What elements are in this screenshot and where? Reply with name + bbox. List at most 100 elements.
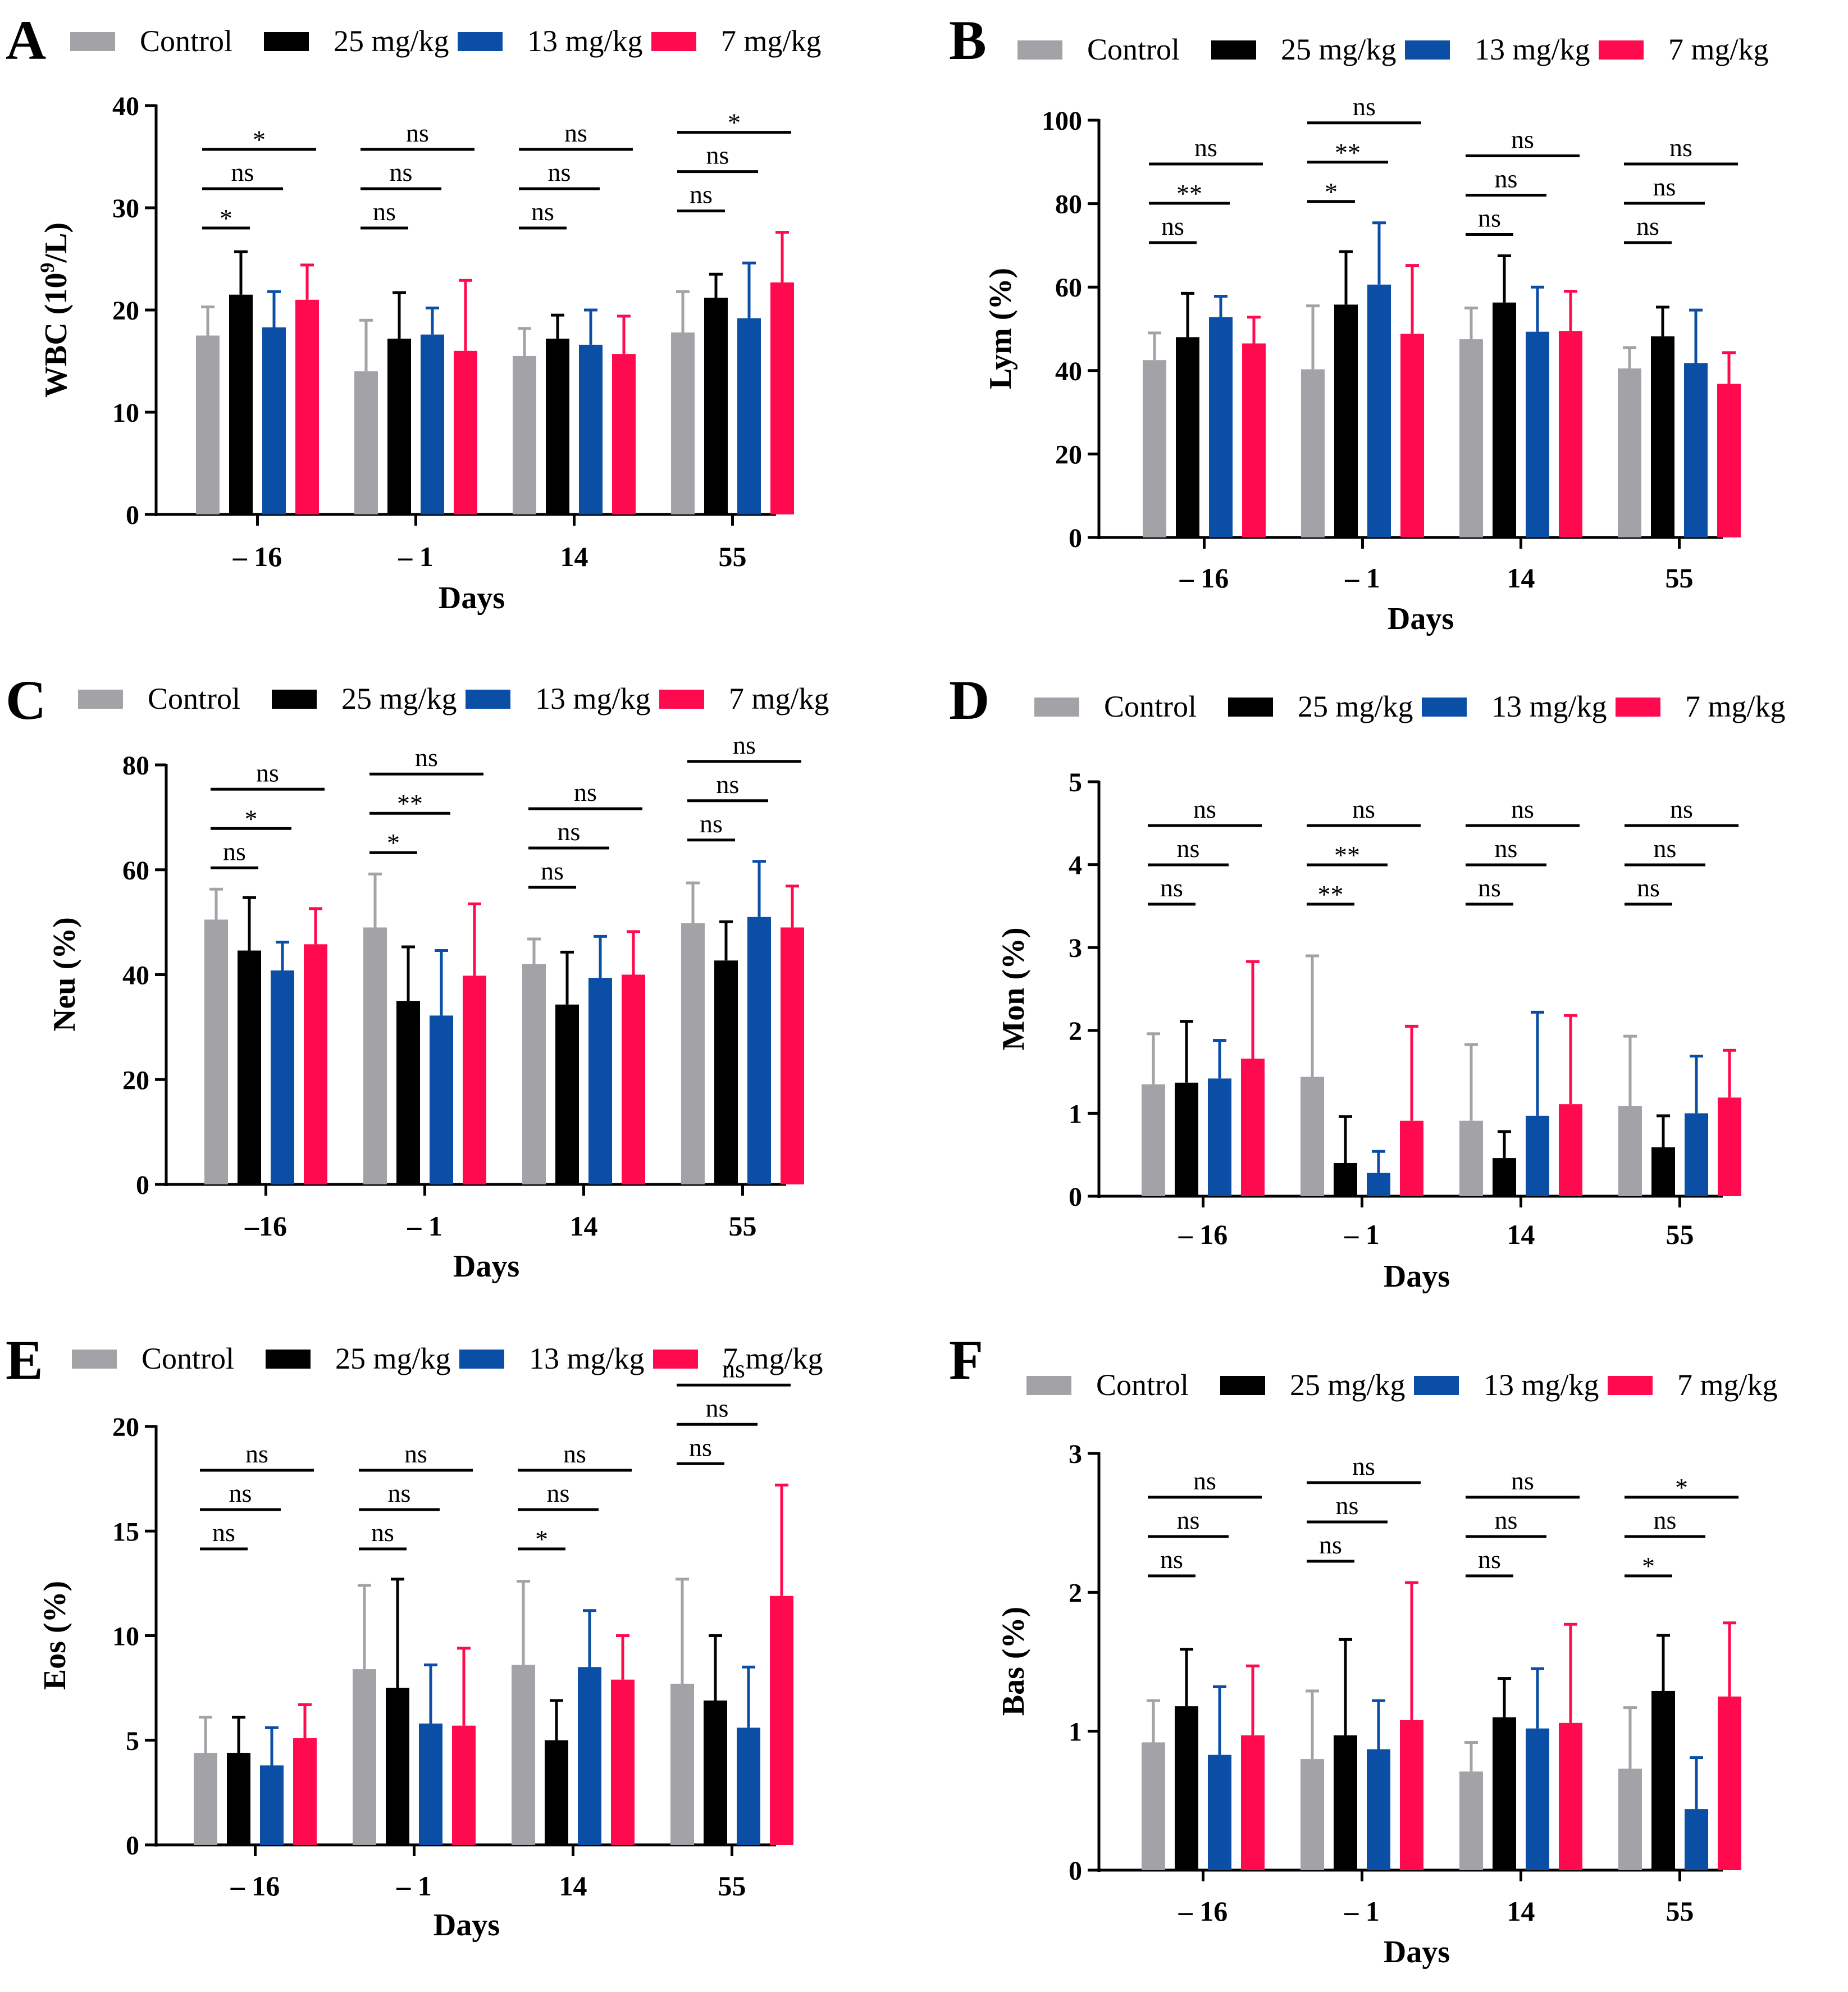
significance-label: ns [1160,873,1183,902]
significance-label: ns [563,1439,586,1468]
bar [271,970,294,1184]
bar [704,1700,727,1845]
bar [1459,1771,1483,1870]
bar [1334,1163,1357,1196]
x-axis-title: Days [453,1249,519,1284]
y-tick-label: 1 [1069,1717,1082,1747]
significance-label: ** [1334,841,1360,869]
x-tick-label: 55 [1666,562,1694,594]
y-tick-label: 3 [1069,933,1082,963]
legend-swatch [458,32,503,51]
legend-swatch [1616,698,1660,717]
legend-swatch [1414,1376,1459,1395]
bar [781,927,804,1184]
significance-label: ns [1177,1506,1200,1534]
significance-label: ns [1160,1545,1183,1574]
bar [1618,368,1641,537]
bar [522,964,546,1184]
panel-f: F Control 25 mg/kg 13 mg/kg 7 mg/kg 0 1 2 3 Bas (… [949,1329,1778,1970]
legend-label: Control [1087,33,1180,66]
significance-label: ns [406,118,429,147]
legend-swatch [459,1350,504,1369]
y-tick-label: 5 [1069,768,1082,797]
x-tick-label: – 1 [1344,562,1380,594]
bar [670,1684,694,1845]
bar [578,1667,601,1845]
bar [1618,1768,1642,1870]
significance-label: ns [1637,873,1660,902]
legend-label: Control [140,24,232,58]
significance-label: ns [223,837,246,865]
x-tick-label: 14 [560,541,588,572]
bar [1684,363,1708,537]
y-axis-title-superscript: 9 [36,263,58,273]
legend-label: 7 mg/kg [729,682,829,715]
significance-label: ns [245,1439,268,1468]
legend-label: 25 mg/kg [1281,33,1397,66]
bar [1651,336,1674,537]
significance-label: ** [1176,179,1202,208]
significance-label: ns [547,1479,570,1507]
significance-label: ns [1478,873,1501,902]
y-tick-label: 40 [112,92,139,121]
panel-letter: D [949,669,989,731]
bar [622,974,645,1184]
y-tick-label: 4 [1069,851,1082,881]
x-tick-label: 55 [718,1870,746,1902]
legend-swatch [466,690,510,709]
bar [1400,1120,1423,1196]
y-tick-label: 10 [112,1622,139,1652]
legend-swatch [70,32,115,51]
x-tick-label: – 1 [398,541,434,572]
x-axis-title: Days [439,581,505,616]
bar [1241,1735,1265,1870]
bar [262,327,286,514]
bar [1367,1173,1390,1196]
y-tick-label: 20 [112,296,139,326]
bar [579,344,603,514]
bar [1559,1722,1582,1870]
y-tick-label: 80 [1055,190,1082,220]
legend-label: 13 mg/kg [1484,1368,1599,1402]
bar [545,1740,568,1845]
bar [1301,369,1325,537]
significance-label: ns [717,770,740,799]
y-tick-label: 20 [1055,440,1082,469]
legend-label: 13 mg/kg [1475,33,1590,66]
bar [1559,331,1582,537]
bar [204,919,228,1184]
legend-swatch [1228,698,1273,717]
legend-label: 7 mg/kg [1685,690,1786,723]
panel-letter: C [6,669,46,731]
legend: Control 25 mg/kg 13 mg/kg 7 mg/kg [1026,1368,1778,1402]
bar [737,1727,760,1845]
significance-label: * [728,108,741,137]
legend-label: 13 mg/kg [527,24,643,58]
legend: Control 25 mg/kg 13 mg/kg 7 mg/kg [1017,33,1769,66]
significance-label: ns [1161,212,1184,240]
legend-label: 25 mg/kg [334,24,449,58]
bar [1367,1749,1390,1870]
legend-swatch [78,690,123,709]
y-tick-label: 2 [1069,1578,1082,1608]
significance-label: * [387,828,400,857]
x-axis-title: Days [1384,1935,1450,1970]
x-axis-title: Days [1384,1259,1450,1294]
panel-letter: F [949,1329,983,1391]
bar [1618,1106,1642,1196]
bar [1459,339,1483,537]
significance-label: ns [371,1518,394,1547]
bar [1459,1120,1483,1196]
bar [1685,1809,1708,1870]
legend-label: 13 mg/kg [1491,690,1607,723]
significance-label: ns [722,1354,745,1383]
legend-label: Control [148,682,240,715]
bar [1493,1717,1516,1870]
y-tick-label: 0 [126,1831,139,1861]
bar [304,944,327,1184]
panel-letter: B [949,9,987,71]
bar [229,294,253,514]
y-tick-label: 3 [1069,1439,1082,1469]
